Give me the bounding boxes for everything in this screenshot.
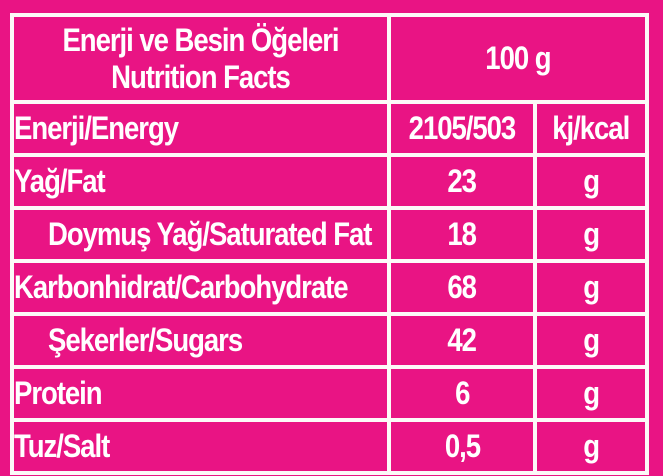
nutrient-value: 23	[447, 162, 478, 199]
nutrient-unit-cell: g	[533, 312, 649, 369]
header-title-english: Nutrition Facts	[111, 58, 291, 95]
nutrient-unit: g	[583, 215, 600, 252]
nutrient-label: Doymuş Yağ/Saturated Fat	[48, 215, 372, 252]
nutrient-label-cell: Enerji/Energy	[10, 100, 391, 157]
header-title-cell: Enerji ve Besin Öğeleri Nutrition Facts	[10, 13, 391, 104]
table-row-saturated-fat: Doymuş Yağ/Saturated Fat 18 g	[10, 206, 649, 263]
nutrient-unit-cell: g	[533, 153, 649, 210]
nutrient-label: Şekerler/Sugars	[48, 321, 243, 358]
nutrient-label-cell: Şekerler/Sugars	[10, 312, 391, 369]
nutrition-label: Enerji ve Besin Öğeleri Nutrition Facts …	[10, 13, 649, 475]
nutrient-value-cell: 2105/503	[387, 100, 537, 157]
nutrient-value-cell: 0,5	[387, 418, 537, 475]
nutrient-value-cell: 6	[387, 365, 537, 422]
nutrient-value-cell: 23	[387, 153, 537, 210]
nutrient-label: Karbonhidrat/Carbohydrate	[14, 268, 349, 305]
nutrient-unit-cell: g	[533, 259, 649, 316]
nutrient-unit: g	[583, 374, 600, 411]
header-title-turkish: Enerji ve Besin Öğeleri	[62, 21, 339, 58]
nutrient-label-cell: Protein	[10, 365, 391, 422]
nutrient-label-cell: Tuz/Salt	[10, 418, 391, 475]
serving-size-value: 100 g	[485, 39, 551, 76]
nutrient-value-cell: 18	[387, 206, 537, 263]
nutrient-unit: kj/kcal	[552, 109, 631, 146]
nutrient-value: 18	[447, 215, 478, 252]
nutrient-value: 0,5	[444, 427, 480, 464]
table-row-carbohydrate: Karbonhidrat/Carbohydrate 68 g	[10, 259, 649, 316]
nutrient-unit: g	[583, 268, 600, 305]
nutrient-unit-cell: g	[533, 365, 649, 422]
table-row-sugars: Şekerler/Sugars 42 g	[10, 312, 649, 369]
nutrient-value: 42	[447, 321, 478, 358]
nutrient-label-cell: Karbonhidrat/Carbohydrate	[10, 259, 391, 316]
nutrient-unit-cell: g	[533, 418, 649, 475]
nutrient-label: Protein	[14, 374, 103, 411]
nutrient-label: Enerji/Energy	[14, 109, 179, 146]
nutrient-label-cell: Yağ/Fat	[10, 153, 391, 210]
nutrient-unit: g	[583, 321, 600, 358]
nutrient-unit: g	[583, 162, 600, 199]
serving-size-cell: 100 g	[387, 13, 649, 104]
nutrient-value-cell: 68	[387, 259, 537, 316]
nutrient-value: 2105/503	[408, 109, 517, 146]
table-row-fat: Yağ/Fat 23 g	[10, 153, 649, 210]
nutrient-label: Yağ/Fat	[14, 162, 106, 199]
nutrient-label-cell: Doymuş Yağ/Saturated Fat	[10, 206, 391, 263]
table-row-salt: Tuz/Salt 0,5 g	[10, 418, 649, 475]
table-row-energy: Enerji/Energy 2105/503 kj/kcal	[10, 100, 649, 157]
nutrition-table: Enerji ve Besin Öğeleri Nutrition Facts …	[10, 13, 649, 475]
nutrient-value: 6	[454, 374, 470, 411]
nutrient-unit: g	[583, 427, 600, 464]
nutrient-unit-cell: kj/kcal	[533, 100, 649, 157]
nutrient-label: Tuz/Salt	[14, 427, 110, 464]
nutrient-value: 68	[447, 268, 478, 305]
table-row-protein: Protein 6 g	[10, 365, 649, 422]
header-row: Enerji ve Besin Öğeleri Nutrition Facts …	[10, 13, 649, 104]
nutrient-value-cell: 42	[387, 312, 537, 369]
nutrient-unit-cell: g	[533, 206, 649, 263]
